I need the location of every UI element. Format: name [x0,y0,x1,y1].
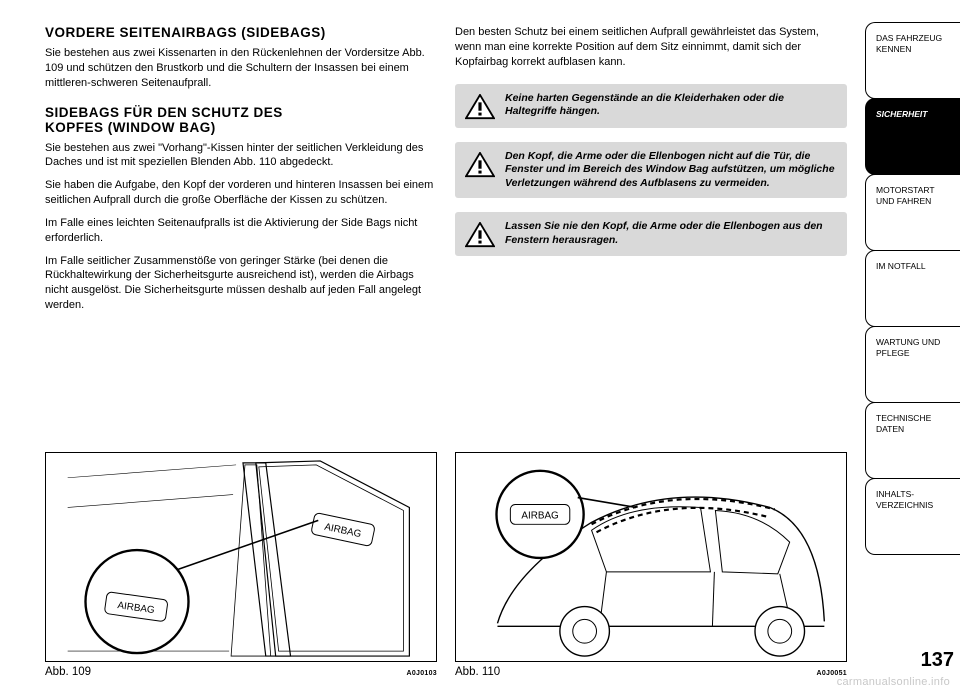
tab-inhaltsverzeichnis[interactable]: INHALTS-VERZEICHNIS [865,478,960,555]
content-columns: VORDERE SEITENAIRBAGS (SIDEBAGS) Sie bes… [0,0,865,686]
warning-text: Keine harten Gegenstände an die Kleiderh… [505,92,837,119]
figure-110: AIRBAG Abb. 110 A0J0051 [455,452,847,678]
figure-110-svg: AIRBAG [456,453,846,661]
left-column: VORDERE SEITENAIRBAGS (SIDEBAGS) Sie bes… [45,25,437,678]
warning-icon [465,94,495,120]
figure-109-frame: AIRBAG AIRBAG [45,452,437,662]
tab-im-notfall[interactable]: IM NOTFALL [865,250,960,327]
warning-text: Den Kopf, die Arme oder die Ellenbogen n… [505,150,837,191]
tab-sicherheit[interactable]: SICHERHEIT [865,98,960,175]
para: Sie bestehen aus zwei "Vorhang"-Kissen h… [45,141,437,171]
para: Sie bestehen aus zwei Kissenarten in den… [45,46,437,91]
watermark: carmanualsonline.info [837,676,950,688]
manual-page: VORDERE SEITENAIRBAGS (SIDEBAGS) Sie bes… [0,0,960,686]
right-column: Den besten Schutz bei einem seitlichen A… [455,25,847,678]
page-number: 137 [921,649,954,672]
figure-110-frame: AIRBAG [455,452,847,662]
warning-icon [465,152,495,178]
tab-fahrzeug-kennen[interactable]: DAS FAHRZEUG KENNEN [865,22,960,99]
figure-109-svg: AIRBAG AIRBAG [46,453,436,661]
intro-para: Den besten Schutz bei einem seitlichen A… [455,25,847,70]
figure-109: AIRBAG AIRBAG Abb. 109 A0J0103 [45,452,437,678]
figure-label: Abb. 109 [45,666,91,678]
para: Im Falle seitlicher Zusammenstöße von ge… [45,254,437,313]
warning-icon [465,222,495,248]
figure-code: A0J0103 [406,670,437,677]
heading-windowbag-line2: KOPFES (WINDOW BAG) [45,120,437,135]
figure-110-caption: Abb. 110 A0J0051 [455,666,847,678]
sidebar-tabs: DAS FAHRZEUG KENNEN SICHERHEIT MOTORSTAR… [865,0,960,686]
warning-box-2: Den Kopf, die Arme oder die Ellenbogen n… [455,142,847,199]
tab-wartung[interactable]: WARTUNG UND PFLEGE [865,326,960,403]
heading-sidebags: VORDERE SEITENAIRBAGS (SIDEBAGS) [45,25,437,40]
tab-motorstart[interactable]: MOTORSTART UND FAHREN [865,174,960,251]
para: Im Falle eines leichten Seitenaufpralls … [45,216,437,246]
warning-text: Lassen Sie nie den Kopf, die Arme oder d… [505,220,837,247]
figure-label: Abb. 110 [455,666,500,678]
para: Sie haben die Aufgabe, den Kopf der vord… [45,178,437,208]
warning-box-1: Keine harten Gegenstände an die Kleiderh… [455,84,847,128]
figure-109-caption: Abb. 109 A0J0103 [45,666,437,678]
tab-technische-daten[interactable]: TECHNISCHE DATEN [865,402,960,479]
svg-text:AIRBAG: AIRBAG [521,510,558,521]
warning-box-3: Lassen Sie nie den Kopf, die Arme oder d… [455,212,847,256]
heading-windowbag-line1: SIDEBAGS FÜR DEN SCHUTZ DES [45,105,437,120]
